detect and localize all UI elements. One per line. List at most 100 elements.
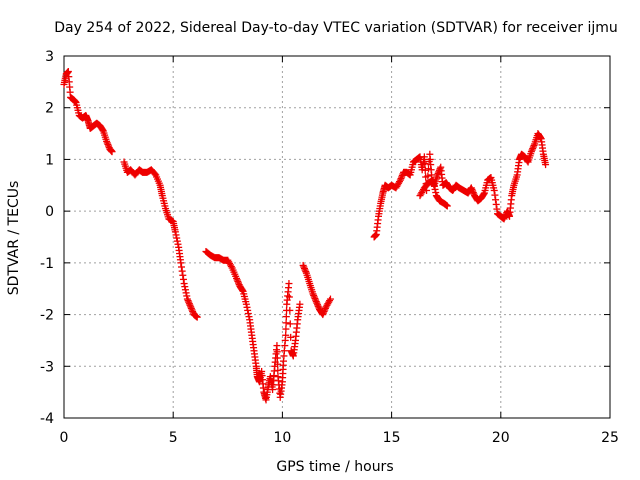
data-point [273, 354, 281, 362]
data-point [300, 263, 308, 271]
data-point [104, 140, 112, 148]
data-point [287, 333, 295, 341]
data-point [319, 311, 327, 319]
data-point [468, 185, 476, 193]
data-point [424, 172, 432, 180]
data-point [233, 276, 241, 284]
data-point [242, 300, 250, 308]
data-point [530, 141, 538, 149]
data-point [299, 261, 307, 269]
data-point [314, 301, 322, 309]
data-point [244, 306, 252, 314]
data-point [429, 176, 437, 184]
data-point [432, 189, 440, 197]
data-point [296, 300, 304, 308]
data-point [282, 331, 290, 339]
x-tick-label: 20 [492, 430, 510, 446]
data-point [105, 142, 113, 150]
data-point [321, 304, 329, 312]
x-tick-label: 10 [273, 430, 291, 446]
data-point [492, 196, 500, 204]
data-point [398, 173, 406, 181]
data-point [183, 292, 191, 300]
y-tick-label: -1 [40, 256, 54, 272]
data-point [301, 266, 309, 274]
data-point [285, 293, 293, 301]
data-point [186, 301, 194, 309]
data-point [193, 313, 201, 321]
data-point [173, 234, 181, 242]
data-point [282, 319, 290, 327]
data-point [286, 306, 294, 314]
data-point [430, 182, 438, 190]
data-point [430, 179, 438, 187]
data-point [172, 231, 180, 239]
data-point [187, 304, 195, 312]
data-point [491, 191, 499, 199]
data-point [312, 298, 320, 306]
data-point [183, 295, 191, 303]
data-point [319, 309, 327, 317]
data-point [171, 228, 179, 236]
data-point [185, 298, 193, 306]
data-point [542, 161, 550, 169]
data-point [490, 186, 498, 194]
y-axis-ticks: 3 2 1 0 -1 -2 -3 -4 [40, 49, 610, 427]
data-point [173, 237, 181, 245]
data-point [309, 290, 317, 298]
data-point [274, 360, 282, 368]
data-points [60, 68, 550, 404]
data-point [179, 271, 187, 279]
data-point [529, 145, 537, 153]
data-point [443, 202, 451, 210]
y-tick-label: -3 [40, 359, 54, 375]
y-tick-label: 1 [45, 152, 54, 168]
data-point [108, 148, 116, 156]
data-point [492, 200, 500, 208]
data-point [282, 325, 290, 333]
x-tick-label: 5 [169, 430, 178, 446]
data-point [244, 310, 252, 318]
plot-frame [63, 55, 611, 419]
data-point [326, 295, 334, 303]
data-point [310, 293, 318, 301]
data-point [182, 289, 190, 297]
data-point [238, 286, 246, 294]
data-point [529, 143, 537, 151]
data-point [300, 265, 308, 273]
y-tick-label: 3 [45, 49, 54, 65]
data-point [184, 297, 192, 305]
x-axis-ticks: 0 5 10 15 20 25 [60, 56, 619, 446]
data-point [177, 259, 185, 267]
data-point [99, 126, 107, 134]
data-point [174, 240, 182, 248]
data-point [273, 342, 281, 350]
data-point [312, 296, 320, 304]
data-point [396, 176, 404, 184]
data-point [103, 137, 111, 145]
data-point [286, 320, 294, 328]
data-point [500, 215, 508, 223]
data-point [235, 279, 243, 287]
data-point [179, 275, 187, 283]
data-point [177, 263, 185, 271]
data-point [180, 280, 188, 288]
y-tick-label: 0 [45, 204, 54, 220]
data-point [103, 139, 111, 147]
data-point [469, 189, 477, 197]
data-point [527, 148, 535, 156]
data-point [233, 274, 241, 282]
data-point [234, 277, 242, 285]
data-point [320, 307, 328, 315]
data-point [480, 190, 488, 198]
data-point [326, 297, 334, 305]
data-point [187, 303, 195, 311]
y-tick-label: 2 [45, 101, 54, 117]
y-tick-label: -4 [40, 411, 54, 427]
data-point [302, 268, 310, 276]
data-point [469, 187, 477, 195]
data-point [185, 300, 193, 308]
data-point [537, 134, 545, 142]
x-tick-label: 15 [383, 430, 401, 446]
